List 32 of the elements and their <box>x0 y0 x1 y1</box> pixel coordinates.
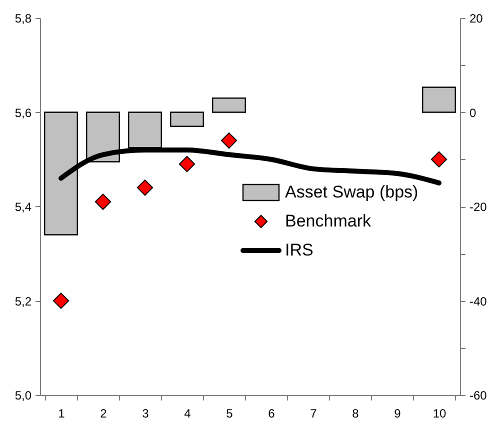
point <box>94 194 112 210</box>
y-tick-label: 5,2 <box>14 294 32 308</box>
x-tick-label: 7 <box>310 406 318 420</box>
point <box>220 132 238 149</box>
x-tick-label: 4 <box>184 406 192 420</box>
x-tick-label: 3 <box>142 406 150 420</box>
y2-tick-label: -40 <box>470 294 488 308</box>
x-tick-label: 8 <box>352 406 360 420</box>
bar <box>212 98 246 113</box>
x-tick-label: 1 <box>58 406 66 420</box>
bar <box>170 112 204 127</box>
y-tick-label: 5,8 <box>14 12 32 26</box>
legend-label: Benchmark <box>285 212 372 230</box>
point <box>136 180 154 196</box>
x-tick-label: 6 <box>268 406 276 420</box>
point <box>52 292 70 309</box>
x-tick-label: 10 <box>432 406 446 420</box>
y-tick-label: 5,4 <box>14 200 32 214</box>
y-tick-label: 5,0 <box>14 388 32 402</box>
y2-tick-label: -60 <box>470 388 488 402</box>
bar <box>422 86 456 113</box>
point <box>430 151 448 168</box>
y2-tick-label: 20 <box>470 12 484 26</box>
x-tick-label: 2 <box>100 406 108 420</box>
point <box>178 156 196 172</box>
y2-tick-label: 0 <box>470 106 476 120</box>
legend-label: Asset Swap (bps) <box>285 182 418 202</box>
x-tick-label: 9 <box>394 406 402 420</box>
legend-label: IRS <box>285 240 314 260</box>
y2-tick-label: -20 <box>470 200 488 214</box>
x-tick-label: 5 <box>226 406 234 420</box>
y-tick-label: 5,6 <box>14 106 32 120</box>
